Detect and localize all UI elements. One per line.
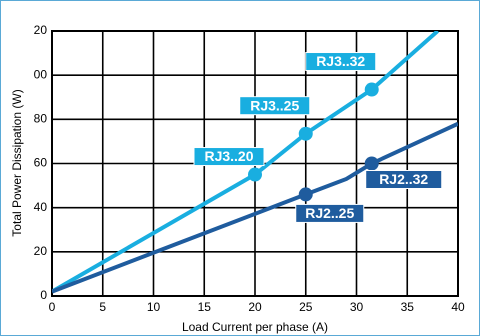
plot-border bbox=[51, 30, 459, 297]
x-tick-label: 20 bbox=[248, 300, 262, 314]
label-box bbox=[305, 52, 377, 72]
marker bbox=[364, 156, 379, 171]
label-box bbox=[295, 203, 365, 223]
y-tick-label: 40 bbox=[34, 200, 48, 214]
x-tick-label: 0 bbox=[49, 300, 56, 314]
label-box bbox=[365, 170, 443, 189]
marker bbox=[364, 82, 379, 97]
marker-label: RJ3..20 bbox=[204, 148, 253, 164]
marker bbox=[248, 167, 262, 182]
marker bbox=[298, 187, 313, 202]
marker-label: RJ3..25 bbox=[250, 97, 299, 113]
x-tick-label: 10 bbox=[147, 300, 161, 314]
y-axis-title: Total Power Dissipation (W) bbox=[10, 89, 24, 236]
x-axis-title: Load Current per phase (A) bbox=[182, 320, 328, 334]
x-tick-label: 25 bbox=[299, 300, 313, 314]
x-tick-label: 40 bbox=[451, 300, 465, 314]
x-tick-label: 30 bbox=[350, 300, 364, 314]
x-tick-label: 5 bbox=[99, 300, 106, 314]
y-tick-label: 80 bbox=[34, 112, 48, 126]
y-tick-label: 60 bbox=[34, 156, 48, 170]
marker-label: RJ3..32 bbox=[316, 53, 365, 69]
x-tick-label: 15 bbox=[198, 300, 212, 314]
marker-label: RJ2..25 bbox=[305, 205, 354, 221]
label-box bbox=[193, 147, 265, 167]
y-tick-label: 0 bbox=[40, 288, 47, 302]
label-box bbox=[239, 96, 311, 116]
y-tick-label: 00 bbox=[34, 67, 48, 81]
marker-label: RJ2..32 bbox=[379, 171, 428, 187]
marker bbox=[298, 126, 313, 141]
line bbox=[52, 121, 458, 294]
y-tick-label: 20 bbox=[34, 23, 48, 37]
x-tick-label: 35 bbox=[401, 300, 415, 314]
y-tick-label: 20 bbox=[34, 244, 48, 258]
